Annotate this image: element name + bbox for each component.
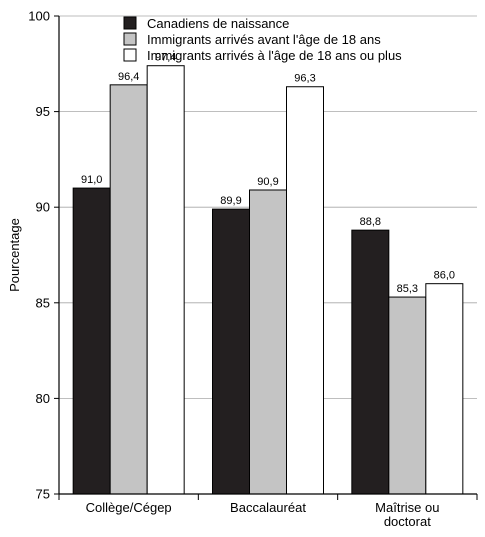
x-tick-label: doctorat <box>384 514 431 529</box>
data-label: 90,9 <box>257 176 278 188</box>
y-tick-label: 90 <box>36 200 50 215</box>
data-label: 86,0 <box>434 270 455 282</box>
data-label: 96,3 <box>294 73 315 85</box>
x-tick-label: Maîtrise ou <box>375 500 439 515</box>
bar <box>351 229 390 495</box>
axes: 75 80 85 90 95 100 Collège/Cégep Baccalauréat Ma… <box>28 9 478 529</box>
y-axis-title: Pourcentage <box>7 218 22 292</box>
legend-swatch <box>123 48 137 62</box>
data-label: 85,3 <box>397 283 418 295</box>
legend-label: Immigrants arrivés à l'âge de 18 ans ou … <box>147 48 402 63</box>
bar <box>286 86 324 495</box>
bars <box>72 65 464 495</box>
legend-swatch <box>123 32 137 46</box>
data-label: 96,4 <box>118 71 139 83</box>
y-tick-label: 75 <box>36 487 50 502</box>
data-label: 89,9 <box>220 195 241 207</box>
y-tick-label: 85 <box>36 295 50 310</box>
x-tick-label: Collège/Cégep <box>86 500 172 515</box>
bar <box>212 208 250 495</box>
y-tick-label: 100 <box>28 9 50 24</box>
legend-label: Immigrants arrivés avant l'âge de 18 ans <box>147 32 381 47</box>
data-label: 97,4 <box>155 52 176 64</box>
y-tick-label: 80 <box>36 391 50 406</box>
bar <box>388 296 427 495</box>
y-tick-label: 95 <box>36 104 50 119</box>
legend-swatch <box>123 16 137 30</box>
x-tick-label: Baccalauréat <box>230 500 306 515</box>
bar <box>146 65 185 495</box>
bar <box>109 84 148 495</box>
bar <box>425 283 464 495</box>
data-labels: 91,0 89,9 88,8 96,4 90,9 85,3 97,4 96,3 86,0 <box>81 52 455 295</box>
data-label: 88,8 <box>360 216 381 228</box>
data-label: 91,0 <box>81 174 102 186</box>
legend-label: Canadiens de naissance <box>147 16 289 31</box>
bar <box>249 189 287 495</box>
bar <box>72 187 111 495</box>
